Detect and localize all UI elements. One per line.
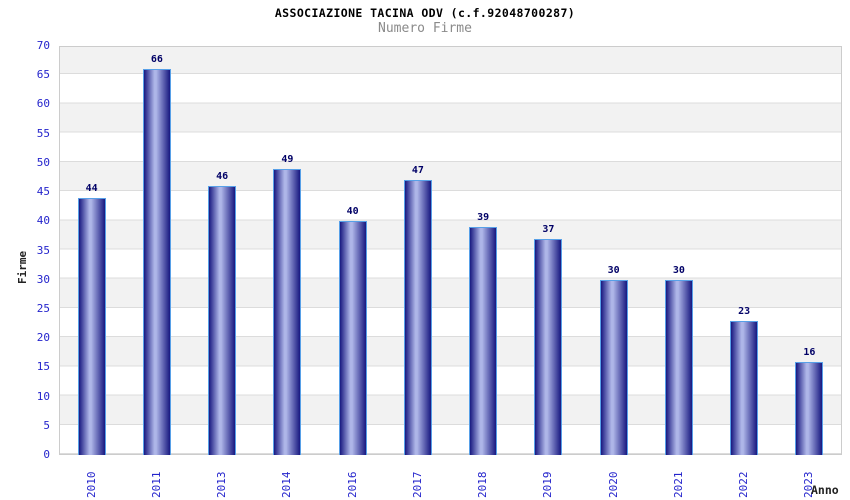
x-tick-2010: 2010 bbox=[84, 471, 98, 499]
bar-2023 bbox=[795, 361, 824, 455]
y-tick-40: 40 bbox=[36, 214, 50, 228]
bar-value-2019: 37 bbox=[542, 223, 555, 235]
x-tick-2017: 2017 bbox=[410, 471, 424, 499]
y-tick-65: 65 bbox=[36, 68, 50, 82]
y-tick-30: 30 bbox=[36, 272, 50, 286]
y-tick-60: 60 bbox=[36, 97, 50, 111]
x-tick-2021: 2021 bbox=[671, 471, 685, 499]
x-tick-2011: 2011 bbox=[149, 471, 163, 499]
x-axis-title: Anno bbox=[811, 483, 839, 497]
y-tick-15: 15 bbox=[36, 360, 50, 374]
bar-2017 bbox=[403, 180, 432, 455]
y-tick-55: 55 bbox=[36, 126, 50, 140]
y-axis-title: Firme bbox=[16, 250, 29, 284]
x-tick-2020: 2020 bbox=[606, 471, 620, 499]
chart-subtitle: Numero Firme bbox=[378, 21, 472, 36]
bar-2010 bbox=[77, 197, 106, 455]
bar-value-2011: 66 bbox=[150, 54, 163, 66]
x-tick-2016: 2016 bbox=[345, 471, 359, 499]
y-tick-70: 70 bbox=[36, 39, 50, 52]
y-tick-20: 20 bbox=[36, 331, 50, 345]
x-tick-2022: 2022 bbox=[737, 471, 751, 499]
bar-2016 bbox=[338, 221, 367, 455]
x-tick-2013: 2013 bbox=[215, 471, 229, 499]
bar-value-2022: 23 bbox=[738, 305, 751, 317]
bar-value-2013: 46 bbox=[216, 171, 229, 183]
bar-value-2016: 40 bbox=[346, 206, 359, 218]
bar-2011 bbox=[142, 69, 171, 455]
y-tick-50: 50 bbox=[36, 155, 50, 169]
bar-2022 bbox=[730, 320, 759, 455]
y-tick-35: 35 bbox=[36, 243, 50, 257]
bar-value-2023: 16 bbox=[803, 346, 816, 358]
bar-2013 bbox=[208, 186, 237, 455]
y-tick-0: 0 bbox=[43, 448, 50, 461]
x-tick-2018: 2018 bbox=[476, 471, 490, 499]
bar-2020 bbox=[599, 279, 628, 455]
plot-area bbox=[59, 46, 842, 455]
bar-value-2020: 30 bbox=[607, 264, 620, 276]
y-tick-25: 25 bbox=[36, 301, 50, 315]
bar-2014 bbox=[273, 168, 302, 455]
x-tick-2014: 2014 bbox=[280, 471, 294, 499]
chart-title: ASSOCIAZIONE TACINA ODV (c.f.92048700287… bbox=[274, 6, 576, 20]
y-tick-45: 45 bbox=[36, 185, 50, 199]
y-tick-5: 5 bbox=[43, 418, 50, 432]
bar-value-2014: 49 bbox=[281, 153, 294, 165]
y-tick-10: 10 bbox=[36, 389, 50, 403]
bar-value-2021: 30 bbox=[672, 264, 685, 276]
bar-2021 bbox=[664, 279, 693, 455]
bar-value-2018: 39 bbox=[477, 212, 490, 224]
x-tick-2019: 2019 bbox=[541, 471, 555, 499]
bar-2018 bbox=[469, 227, 498, 455]
bar-value-2017: 47 bbox=[411, 165, 424, 177]
bar-value-2010: 44 bbox=[85, 182, 98, 194]
bar-2019 bbox=[534, 238, 563, 455]
